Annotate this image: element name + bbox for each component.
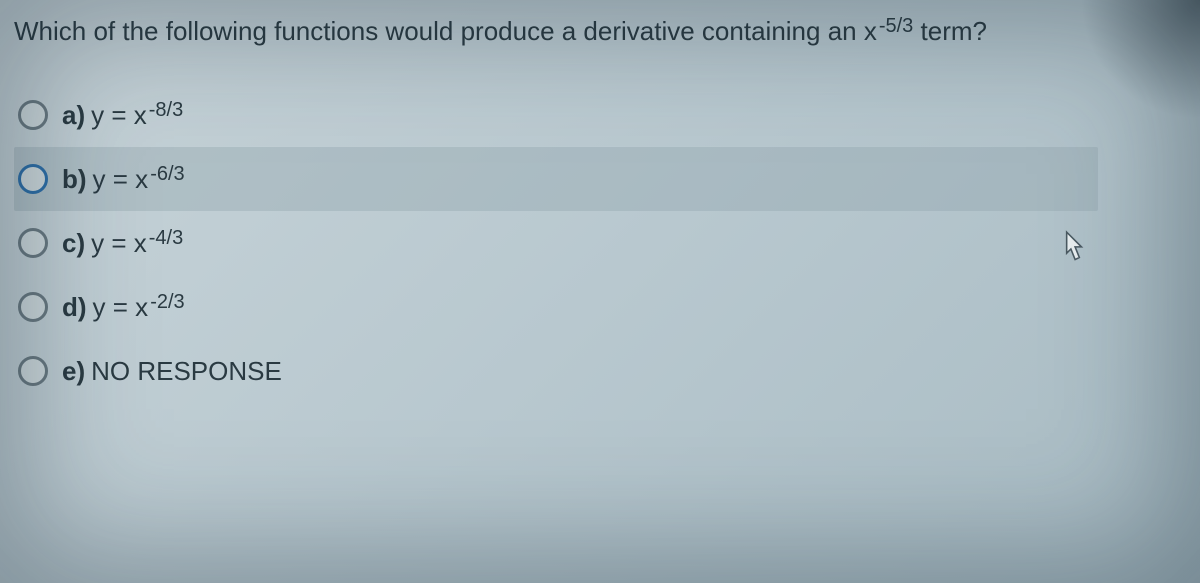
option-a-exp: -8/3 <box>149 99 183 122</box>
option-b-exp: -6/3 <box>150 163 184 186</box>
question-exponent: -5/3 <box>879 15 913 37</box>
radio-d[interactable] <box>18 292 48 322</box>
option-d-formula: y = x-2/3 <box>93 292 185 323</box>
option-a-label: a) y = x-8/3 <box>62 100 183 131</box>
option-d-exp: -2/3 <box>150 291 184 314</box>
option-c-formula: y = x-4/3 <box>91 228 183 259</box>
question-suffix: term? <box>913 16 987 46</box>
option-d-letter: d) <box>62 292 87 323</box>
option-b[interactable]: b) y = x-6/3 <box>14 147 1098 211</box>
option-e-lhs: NO RESPONSE <box>91 356 282 387</box>
option-c-lhs: y = x <box>91 228 147 259</box>
option-c-label: c) y = x-4/3 <box>62 228 183 259</box>
radio-b[interactable] <box>18 164 48 194</box>
quiz-page: Which of the following functions would p… <box>0 0 1200 583</box>
radio-c[interactable] <box>18 228 48 258</box>
option-c-letter: c) <box>62 228 85 259</box>
option-a-letter: a) <box>62 100 85 131</box>
option-b-letter: b) <box>62 164 87 195</box>
radio-e[interactable] <box>18 356 48 386</box>
question-prefix: Which of the following functions would p… <box>14 16 877 46</box>
option-a[interactable]: a) y = x-8/3 <box>14 83 1178 147</box>
option-e-letter: e) <box>62 356 85 387</box>
option-a-formula: y = x-8/3 <box>91 100 183 131</box>
option-c-exp: -4/3 <box>149 227 183 250</box>
radio-a[interactable] <box>18 100 48 130</box>
option-d[interactable]: d) y = x-2/3 <box>14 275 1178 339</box>
option-a-lhs: y = x <box>91 100 147 131</box>
option-d-label: d) y = x-2/3 <box>62 292 185 323</box>
option-d-lhs: y = x <box>93 292 149 323</box>
option-b-lhs: y = x <box>93 164 149 195</box>
option-b-label: b) y = x-6/3 <box>62 164 185 195</box>
question-text: Which of the following functions would p… <box>14 14 1178 49</box>
option-b-formula: y = x-6/3 <box>93 164 185 195</box>
options-list: a) y = x-8/3 b) y = x-6/3 c) y = x-4/3 <box>14 83 1178 403</box>
option-c[interactable]: c) y = x-4/3 <box>14 211 1178 275</box>
option-e[interactable]: e) NO RESPONSE <box>14 339 1178 403</box>
option-e-label: e) NO RESPONSE <box>62 356 282 387</box>
